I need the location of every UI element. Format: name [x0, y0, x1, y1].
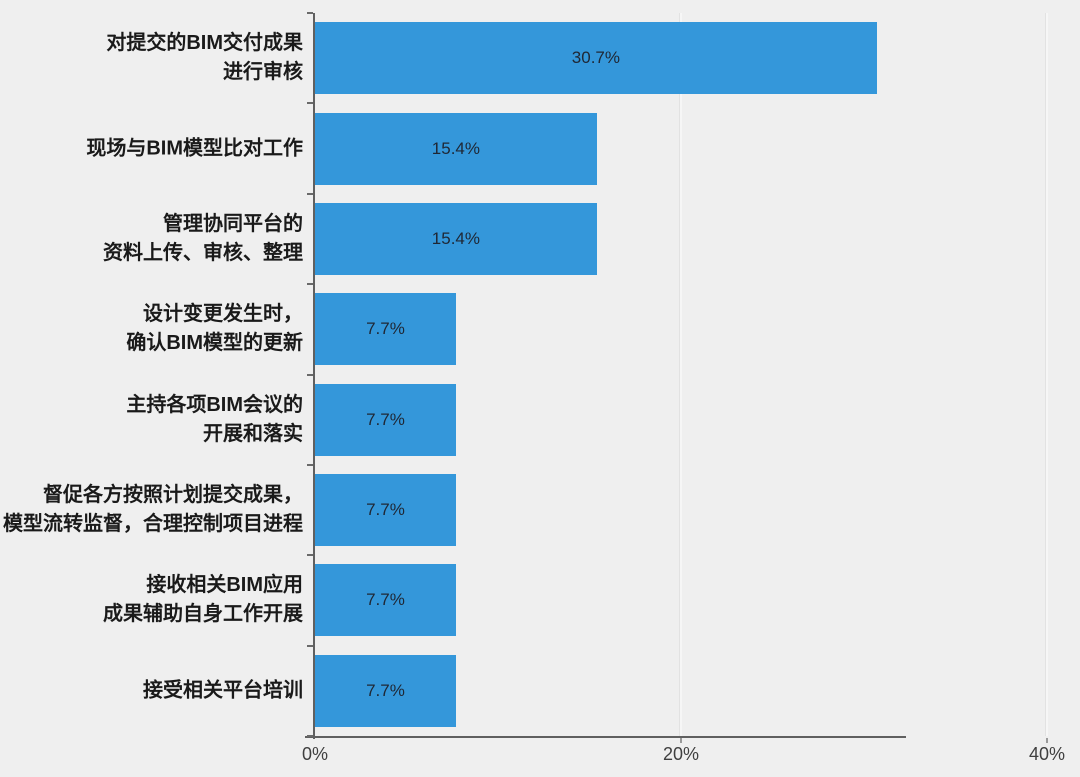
bar — [315, 474, 456, 547]
y-tick — [307, 12, 313, 14]
bar — [315, 22, 877, 95]
category-label: 主持各项BIM会议的 开展和落实 — [126, 393, 303, 445]
category-label: 对提交的BIM交付成果 进行审核 — [106, 32, 303, 84]
bar-value-label: 15.4% — [431, 138, 480, 158]
x-tick-40% — [1046, 738, 1048, 743]
y-axis-line — [313, 13, 315, 739]
y-tick — [307, 463, 313, 466]
y-tick — [307, 192, 313, 195]
bar-value-label: 7.7% — [366, 500, 405, 520]
bar-value-label: 7.7% — [366, 590, 405, 610]
category-label: 接收相关BIM应用 成果辅助自身工作开展 — [103, 574, 303, 626]
category-label: 现场与BIM模型比对工作 — [86, 137, 303, 160]
y-tick — [307, 283, 313, 286]
x-axis-label-0%: 0% — [301, 744, 329, 764]
bar — [315, 564, 456, 637]
y-tick — [307, 102, 313, 105]
bar-value-label: 7.7% — [366, 680, 405, 700]
category-label: 督促各方按照计划提交成果， 模型流转监督，合理控制项目进程 — [3, 484, 303, 536]
category-label: 设计变更发生时， 确认BIM模型的更新 — [126, 303, 303, 355]
bar — [315, 293, 456, 366]
x-axis-line — [305, 736, 906, 738]
bar-value-label: 7.7% — [366, 409, 405, 429]
category-label: 管理协同平台的 资料上传、审核、整理 — [103, 212, 303, 264]
y-tick — [307, 735, 313, 737]
category-label: 接受相关平台培训 — [143, 679, 303, 702]
x-tick-20% — [680, 738, 682, 743]
x-axis-label-40%: 40% — [1028, 744, 1066, 764]
y-tick — [307, 373, 313, 376]
gridline-20% — [679, 13, 682, 736]
gridline-40% — [1045, 13, 1048, 736]
x-axis-label-20%: 20% — [662, 744, 700, 764]
bar — [315, 383, 456, 456]
bar — [315, 654, 456, 727]
bar — [315, 112, 597, 185]
bar-value-label: 7.7% — [366, 319, 405, 339]
y-tick — [307, 554, 313, 557]
y-tick — [307, 644, 313, 647]
bar-value-label: 30.7% — [571, 48, 620, 68]
bar-value-label: 15.4% — [431, 228, 480, 248]
bar — [315, 202, 597, 275]
